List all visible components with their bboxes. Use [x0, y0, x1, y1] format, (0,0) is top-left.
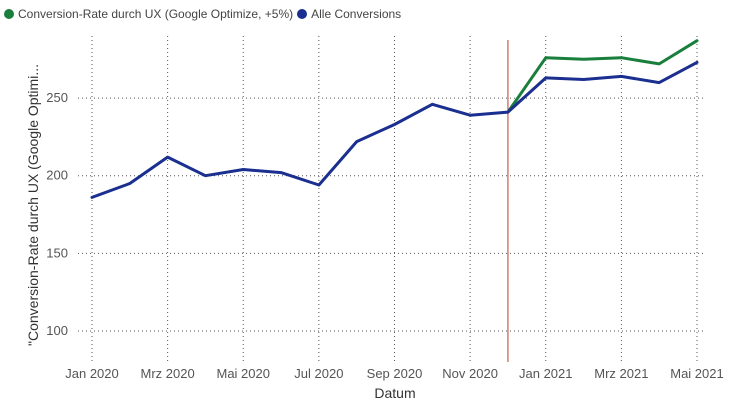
series-line-0	[506, 39, 699, 114]
x-tick-label-0: Jan 2020	[65, 366, 119, 381]
x-tick-label-4: Sep 2020	[367, 366, 423, 381]
series-line-1	[90, 60, 699, 199]
x-tick-label-5: Nov 2020	[442, 366, 498, 381]
x-tick-label-8: Mai 2021	[670, 366, 723, 381]
y-tick-label-100: 100	[46, 323, 68, 338]
y-axis-title: "Conversion-Rate durch UX (Google Optimi…	[25, 64, 41, 346]
x-tick-label-7: Mrz 2021	[594, 366, 648, 381]
y-tick-label-250: 250	[46, 90, 68, 105]
x-tick-label-1: Mrz 2020	[141, 366, 195, 381]
x-axis-title: Datum	[374, 385, 415, 401]
y-tick-label-150: 150	[46, 245, 68, 260]
x-tick-label-6: Jan 2021	[519, 366, 573, 381]
legend-label-all-conversions: Alle Conversions	[311, 7, 402, 21]
legend-label-optimize: Conversion-Rate durch UX (Google Optimiz…	[18, 7, 294, 21]
legend-item-optimize[interactable]: Conversion-Rate durch UX (Google Optimiz…	[4, 7, 293, 21]
grid-lines	[78, 36, 703, 362]
y-tick-label-200: 200	[46, 168, 68, 183]
y-axis-ticks: 100 150 200 250	[46, 90, 68, 338]
series-layer	[90, 39, 699, 199]
legend-item-all-conversions[interactable]: Alle Conversions	[297, 7, 401, 21]
x-tick-label-3: Jul 2020	[294, 366, 343, 381]
legend-dot-optimize	[4, 9, 14, 19]
x-tick-label-2: Mai 2020	[217, 366, 270, 381]
chart-legend: Conversion-Rate durch UX (Google Optimiz…	[4, 6, 405, 22]
legend-dot-all-conversions	[297, 9, 308, 19]
x-axis-ticks: Jan 2020 Mrz 2020 Mai 2020 Jul 2020 Sep 2020…	[65, 366, 723, 381]
